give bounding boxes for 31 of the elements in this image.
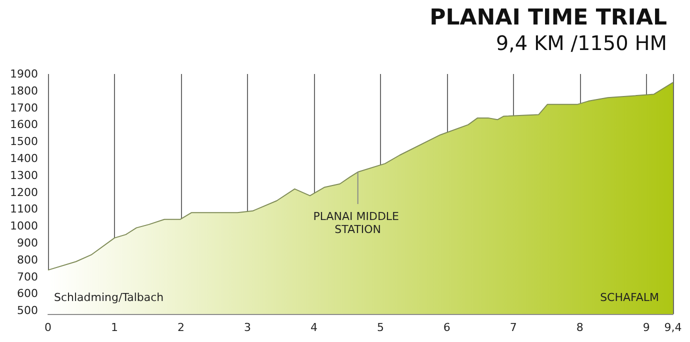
- y-tick-label: 900: [17, 236, 38, 250]
- y-tick-label: 1900: [10, 68, 38, 80]
- y-tick-label: 1000: [10, 220, 38, 233]
- x-tick-label: 3: [244, 321, 251, 334]
- y-tick-label: 1400: [10, 152, 38, 166]
- annotation: PLANAI MIDDLE STATION: [313, 210, 402, 236]
- y-tick-label: 1500: [10, 135, 38, 148]
- x-tick-label: 6: [443, 321, 450, 334]
- y-tick-label: 800: [17, 253, 38, 266]
- y-tick-label: 500: [17, 304, 38, 318]
- annotation: Schladming/Talbach: [54, 291, 164, 304]
- y-tick-label: 1700: [10, 101, 38, 114]
- y-tick-label: 1600: [10, 118, 38, 132]
- x-tick-label: 9,4: [664, 321, 682, 334]
- chart-subtitle: 9,4 KM /1150 HM: [496, 31, 668, 55]
- x-tick-label: 1: [110, 321, 118, 334]
- x-tick-label: 5: [376, 321, 384, 334]
- y-tick-label: 1100: [10, 202, 38, 216]
- x-tick-label: 8: [576, 321, 584, 334]
- y-tick-label: 600: [17, 287, 38, 300]
- x-tick-label: 0: [44, 321, 52, 334]
- y-tick-label: 1800: [10, 84, 38, 98]
- y-tick-label: 1300: [10, 168, 38, 182]
- y-tick-label: 1200: [10, 186, 38, 199]
- x-tick-label: 9: [642, 321, 650, 334]
- y-tick-label: 700: [17, 270, 38, 284]
- chart-title: PLANAI TIME TRIAL: [430, 6, 668, 30]
- x-tick-label: 7: [510, 321, 517, 334]
- x-tick-label: 4: [310, 321, 318, 334]
- annotation: SCHAFALM: [600, 291, 659, 304]
- x-tick-label: 2: [177, 321, 184, 334]
